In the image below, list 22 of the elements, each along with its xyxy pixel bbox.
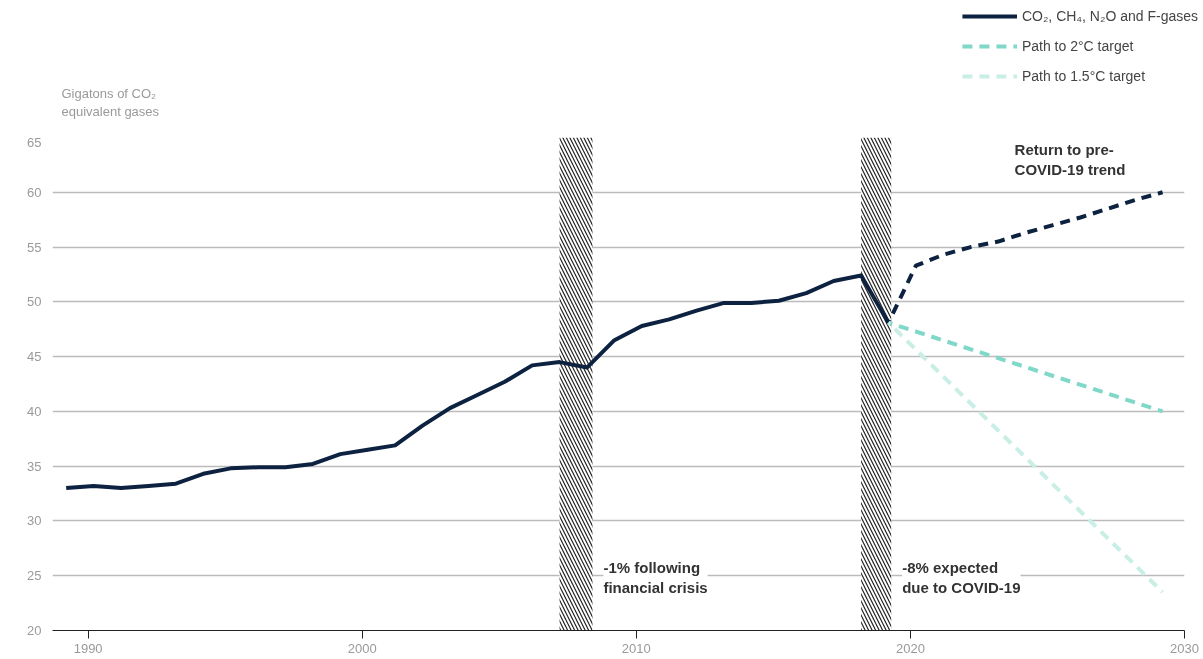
- y-tick-label: 35: [27, 458, 42, 474]
- band-label: -8% expected due to COVID-19: [902, 558, 1021, 596]
- y-tick-label: 65: [27, 134, 42, 150]
- legend-label: CO₂, CH₄, N₂O and F-gases: [1021, 7, 1198, 26]
- y-tick-label: 55: [27, 239, 42, 255]
- x-tick-label: 2000: [347, 640, 377, 656]
- y-tick-label: 45: [27, 349, 42, 365]
- y-tick-label: 30: [27, 513, 42, 529]
- y-axis-title: Gigatons of CO₂ equivalent gases: [61, 85, 160, 119]
- x-tick-label: 1990: [73, 640, 103, 656]
- y-tick-label: 25: [27, 568, 42, 584]
- legend-label: Path to 2°C target: [1021, 37, 1134, 56]
- legend-label: Path to 1.5°C target: [1021, 67, 1146, 86]
- x-tick-label: 2030: [1170, 640, 1199, 656]
- annotation: Return to pre- COVID-19 trend: [1014, 140, 1126, 179]
- y-tick-label: 50: [27, 294, 42, 310]
- y-tick-label: 60: [27, 184, 42, 200]
- x-tick-label: 2010: [621, 640, 651, 656]
- y-tick-label: 40: [27, 403, 42, 419]
- y-tick-label: 20: [27, 623, 42, 638]
- x-tick-label: 2020: [895, 640, 925, 656]
- band-label: -1% following financial crisis: [603, 558, 708, 596]
